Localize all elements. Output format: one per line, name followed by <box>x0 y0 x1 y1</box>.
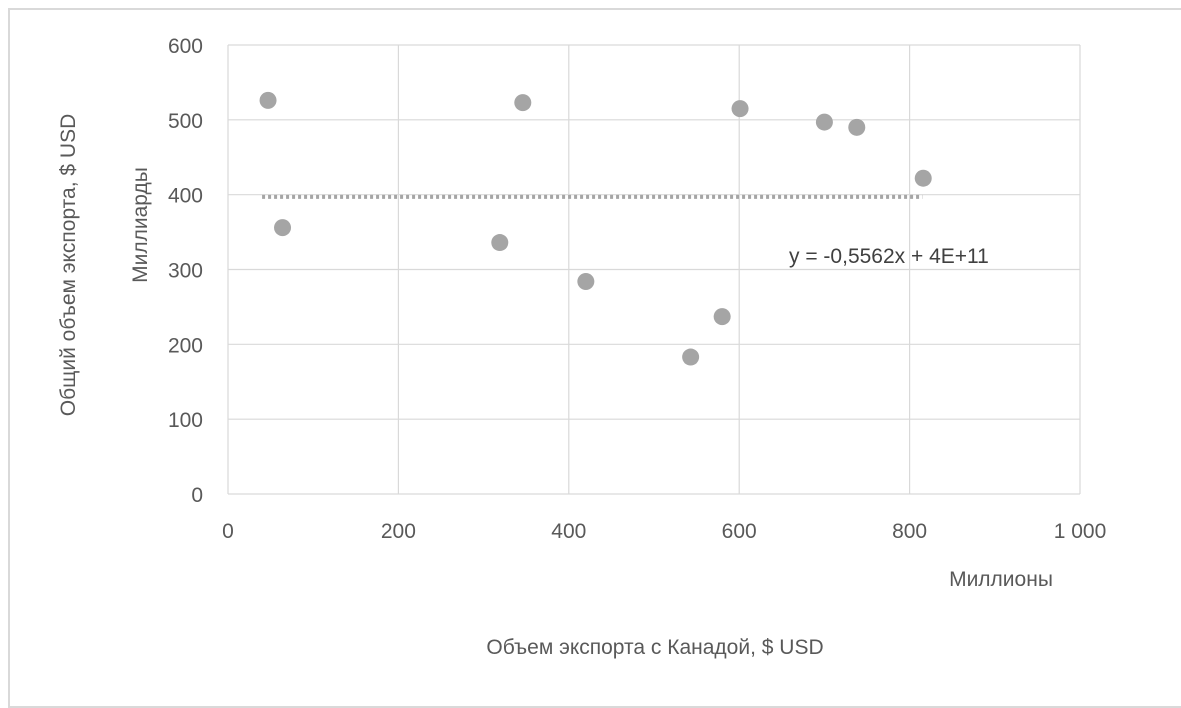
data-point-6 <box>713 308 731 326</box>
data-point-7 <box>731 100 749 118</box>
data-point-2 <box>491 234 509 252</box>
data-point-8 <box>815 113 833 131</box>
data-point-9 <box>848 118 866 136</box>
y-tick-label: 0 <box>191 484 203 507</box>
y-tick-label: 600 <box>168 35 203 58</box>
x-tick-label: 400 <box>551 520 586 543</box>
x-unit-label: Миллионы <box>949 568 1053 591</box>
data-point-4 <box>577 272 595 290</box>
y-tick-label: 200 <box>168 334 203 357</box>
x-tick-label: 0 <box>222 520 234 543</box>
x-tick-label: 800 <box>892 520 927 543</box>
gridlines <box>227 44 1081 495</box>
y-tick-label: 400 <box>168 185 203 208</box>
x-tick-label: 600 <box>722 520 757 543</box>
y-tick-label: 100 <box>168 409 203 432</box>
data-point-0 <box>259 91 277 109</box>
data-point-5 <box>682 348 700 366</box>
y-tick-label: 500 <box>168 110 203 133</box>
y-tick-label: 300 <box>168 260 203 283</box>
y-axis-title: Общий объем экспорта, $ USD <box>57 114 80 417</box>
data-point-3 <box>514 94 532 112</box>
chart-frame <box>8 8 1181 708</box>
data-points <box>259 91 932 366</box>
y-tick-labels: 0 100 200 300 400 500 600 <box>168 35 203 507</box>
x-tick-labels: 0 200 400 600 800 1 000 <box>222 520 1106 543</box>
x-axis-title: Объем экспорта с Канадой, $ USD <box>486 636 823 659</box>
y-unit-label: Миллиарды <box>129 167 152 283</box>
x-tick-label: 1 000 <box>1054 520 1107 543</box>
data-point-10 <box>914 169 932 187</box>
trendline-equation: y = -0,5562x + 4E+11 <box>789 245 989 268</box>
data-point-1 <box>274 219 292 237</box>
x-tick-label: 200 <box>381 520 416 543</box>
